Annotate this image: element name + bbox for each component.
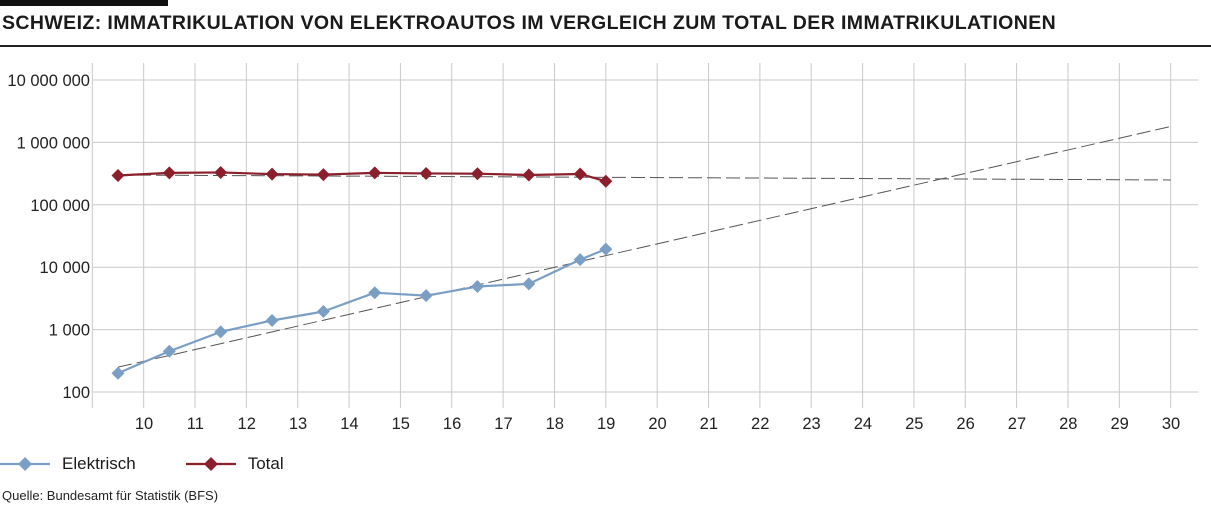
x-tick-label: 29 [1110, 415, 1128, 433]
chart-title: SCHWEIZ: IMMATRIKULATION VON ELEKTROAUTO… [2, 12, 1057, 34]
x-axis-labels: 10 11 12 13 14 15 16 17 18 19 20 21 22 23 24 25 26 27 28 29… [135, 415, 1180, 433]
x-tick-label: 12 [238, 415, 256, 433]
x-tick-label: 18 [546, 415, 564, 433]
x-tick-label: 20 [648, 415, 666, 433]
x-tick-label: 21 [700, 415, 718, 433]
marker-elektrisch [368, 286, 382, 300]
legend-label-total: Total [247, 454, 284, 473]
marker-elektrisch [573, 253, 587, 267]
marker-elektrisch [316, 305, 330, 319]
legend: Elektrisch Total [0, 452, 334, 476]
y-tick-label: 1 000 [49, 322, 90, 340]
x-tick-label: 26 [956, 415, 974, 433]
marker-elektrisch [470, 280, 484, 294]
x-tick-label: 28 [1059, 415, 1077, 433]
series-group [111, 165, 613, 380]
trendlines [117, 125, 1171, 368]
marker-elektrisch [522, 277, 536, 291]
marker-total [522, 168, 536, 182]
source-note: Quelle: Bundesamt für Statistik (BFS) [2, 488, 219, 503]
x-tick-label: 13 [289, 415, 307, 433]
legend-item-total[interactable]: Total [185, 454, 284, 474]
marker-total [316, 168, 330, 182]
x-tick-label: 27 [1008, 415, 1026, 433]
x-tick-label: 25 [905, 415, 923, 433]
trendline-elektrisch [117, 125, 1171, 368]
y-tick-label: 100 000 [30, 197, 90, 215]
marker-elektrisch [162, 344, 176, 358]
x-tick-label: 30 [1162, 415, 1180, 433]
legend-swatch-total [185, 457, 236, 471]
y-tick-label: 10 000 [40, 259, 90, 277]
marker-total [162, 166, 176, 180]
y-tick-label: 100 [62, 384, 90, 402]
x-tick-label: 15 [392, 415, 410, 433]
grid [91, 63, 1198, 408]
marker-total [419, 166, 433, 180]
marker-elektrisch [599, 242, 613, 256]
marker-elektrisch [214, 325, 228, 339]
x-tick-label: 14 [340, 415, 358, 433]
marker-total [368, 166, 382, 180]
marker-elektrisch [111, 366, 125, 380]
marker-elektrisch [265, 313, 279, 327]
x-tick-label: 10 [135, 415, 153, 433]
marker-total [265, 167, 279, 181]
x-tick-label: 16 [443, 415, 461, 433]
marker-elektrisch [419, 289, 433, 303]
trendline-total [117, 174, 1171, 181]
x-tick-label: 24 [854, 415, 872, 433]
line-chart: 100 1 000 10 000 100 000 1 000 000 10 000 000… [7, 63, 1198, 433]
title-rule [0, 45, 1211, 47]
x-tick-label: 23 [802, 415, 820, 433]
x-tick-label: 22 [751, 415, 769, 433]
y-tick-label: 1 000 000 [17, 134, 90, 152]
y-tick-label: 10 000 000 [7, 72, 90, 90]
legend-item-elektrisch[interactable]: Elektrisch [0, 454, 136, 474]
y-axis-labels: 100 1 000 10 000 100 000 1 000 000 10 000 000 [7, 72, 90, 402]
marker-total [573, 167, 587, 181]
marker-total [111, 168, 125, 182]
legend-label-elektrisch: Elektrisch [62, 454, 136, 473]
x-tick-label: 19 [597, 415, 615, 433]
x-tick-label: 17 [494, 415, 512, 433]
legend-swatch-elektrisch [0, 457, 50, 471]
marker-total [599, 174, 613, 188]
marker-total [214, 165, 228, 179]
title-accent-bar [0, 0, 168, 6]
marker-total [470, 167, 484, 181]
x-tick-label: 11 [187, 415, 204, 433]
